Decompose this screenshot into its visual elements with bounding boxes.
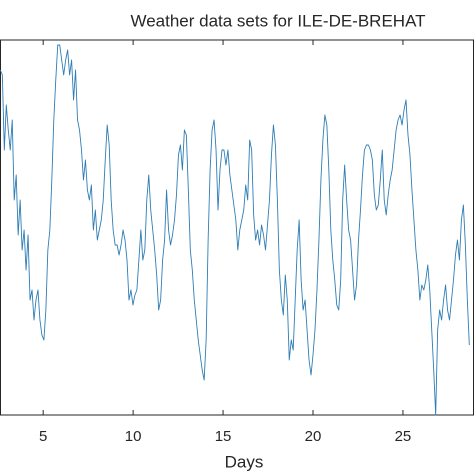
data-line xyxy=(0,44,470,416)
x-tick-label: 10 xyxy=(125,428,142,445)
plot-frame xyxy=(0,39,474,416)
x-tick-label: 25 xyxy=(395,428,412,445)
chart-title: Weather data sets for ILE-DE-BREHAT xyxy=(130,11,425,30)
x-tick-label: 20 xyxy=(305,428,322,445)
x-tick-label: 15 xyxy=(215,428,232,445)
x-tick-label: 5 xyxy=(39,428,47,445)
x-axis-label: Days xyxy=(225,452,264,471)
